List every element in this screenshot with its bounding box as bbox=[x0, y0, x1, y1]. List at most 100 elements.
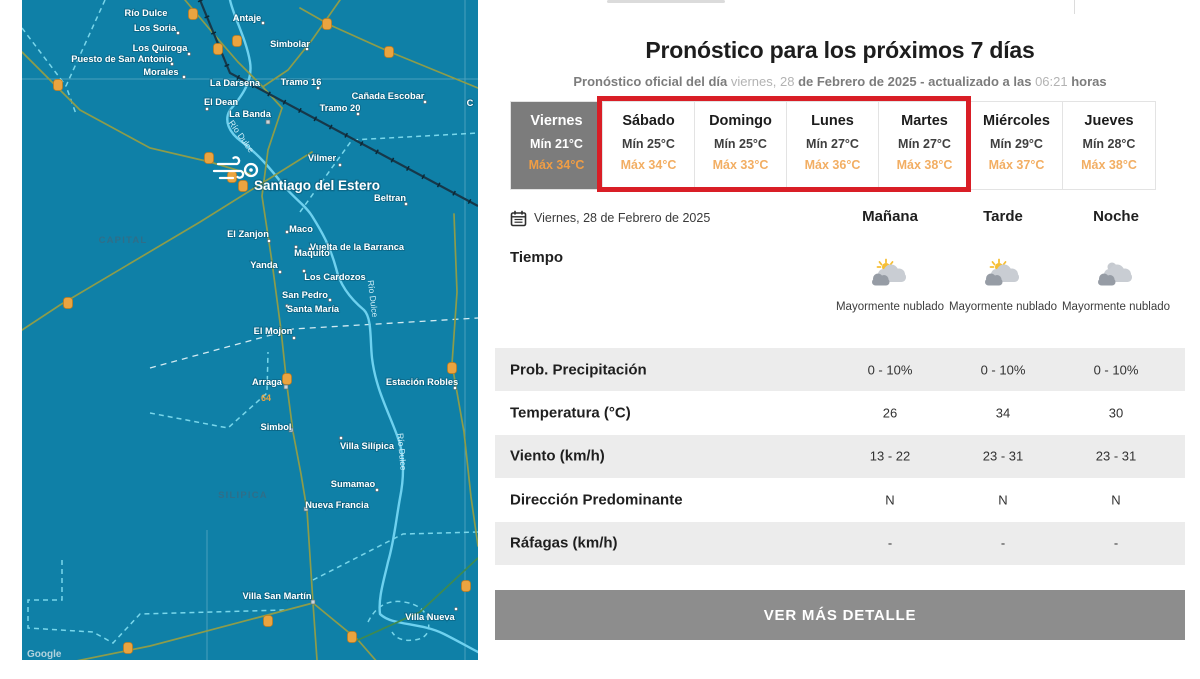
day-tab-max-temp: Máx 38°C bbox=[896, 158, 953, 172]
day-tab-name: Lunes bbox=[811, 113, 854, 129]
day-tab-min-temp: Mín 27°C bbox=[806, 137, 859, 151]
day-tab-viernes[interactable]: Viernes Mín 21°C Máx 34°C bbox=[511, 102, 603, 189]
weather-row-label: Tiempo bbox=[510, 249, 564, 266]
row-value: N bbox=[885, 492, 895, 508]
day-tab-max-temp: Máx 34°C bbox=[528, 158, 585, 172]
day-tab-name: Sábado bbox=[622, 113, 675, 129]
map-place-labels: Río Dulce Los Soria Antaje Simbolar Los Quir… bbox=[70, 7, 474, 623]
map-city-label: Santiago del Estero bbox=[254, 178, 380, 193]
map-water-background bbox=[22, 0, 478, 660]
svg-text:La Darsena: La Darsena bbox=[210, 78, 261, 88]
svg-text:Los Cardozos: Los Cardozos bbox=[304, 272, 365, 282]
svg-text:Arraga: Arraga bbox=[252, 377, 283, 387]
svg-text:Yanda: Yanda bbox=[250, 260, 278, 270]
subtitle-segment: de Febrero bbox=[798, 74, 869, 89]
svg-text:Sumamao: Sumamao bbox=[331, 479, 376, 489]
day-tab-sábado[interactable]: Sábado Mín 25°C Máx 34°C bbox=[603, 102, 695, 189]
map-layers: 64 Río Dulce Los Soria Antaje Simbolar Los Qu… bbox=[22, 0, 478, 660]
forecast-table: Prob. Precipitación 0 - 10% 0 - 10% 0 - 10… bbox=[495, 348, 1185, 565]
condition-text: Mayormente nublado bbox=[1061, 301, 1171, 313]
forecast-table-row: Ráfagas (km/h) - - - bbox=[495, 521, 1185, 565]
row-label: Viento (km/h) bbox=[510, 447, 605, 465]
row-label: Prob. Precipitación bbox=[510, 361, 647, 379]
svg-text:Cañada Escobar: Cañada Escobar bbox=[352, 91, 425, 101]
svg-text:Villa Silípica: Villa Silípica bbox=[340, 441, 395, 451]
day-tab-miércoles[interactable]: Miércoles Mín 29°C Máx 37°C bbox=[971, 102, 1063, 189]
subtitle-segment: 06:21 bbox=[1035, 74, 1072, 89]
svg-text:Santa María: Santa María bbox=[287, 304, 340, 314]
row-value: 26 bbox=[882, 405, 898, 421]
forecast-table-row: Dirección Predominante N N N bbox=[495, 478, 1185, 521]
subtitle-segment: actualizado a las bbox=[928, 74, 1036, 89]
row-value: - bbox=[887, 535, 893, 551]
condition-text: Mayormente nublado bbox=[835, 301, 945, 313]
map-river bbox=[226, 0, 478, 654]
svg-text:Nueva Francia: Nueva Francia bbox=[305, 500, 369, 510]
svg-text:La Banda: La Banda bbox=[229, 109, 272, 119]
condition-text: Mayormente nublado bbox=[948, 301, 1058, 313]
day-tab-jueves[interactable]: Jueves Mín 28°C Máx 38°C bbox=[1063, 102, 1155, 189]
svg-text:Tramo 20: Tramo 20 bbox=[320, 103, 361, 113]
subtitle-segment: horas bbox=[1071, 74, 1107, 89]
svg-text:Maquito: Maquito bbox=[294, 248, 330, 258]
selected-date-row: Viernes, 28 de Febrero de 2025 bbox=[510, 207, 710, 229]
svg-text:El Zanjon: El Zanjon bbox=[227, 229, 269, 239]
forecast-subtitle: Pronóstico oficial del día viernes, 28 d… bbox=[495, 74, 1185, 89]
svg-text:Beltran: Beltran bbox=[374, 193, 406, 203]
calendar-icon bbox=[510, 210, 527, 226]
cloud-icon bbox=[1098, 262, 1132, 286]
row-value: 30 bbox=[1108, 405, 1124, 421]
svg-text:Puesto de San Antonio: Puesto de San Antonio bbox=[71, 54, 173, 64]
day-tab-min-temp: Mín 25°C bbox=[622, 137, 675, 151]
row-value: - bbox=[1113, 535, 1119, 551]
map-department-label: SILIPICA bbox=[218, 490, 268, 501]
svg-text:Maco: Maco bbox=[289, 224, 313, 234]
svg-text:Los Quiroga: Los Quiroga bbox=[133, 43, 189, 53]
row-label: Temperatura (°C) bbox=[510, 404, 631, 422]
day-tab-max-temp: Máx 36°C bbox=[804, 158, 861, 172]
forecast-table-row: Viento (km/h) 13 - 22 23 - 31 23 - 31 bbox=[495, 434, 1185, 479]
map-river-label: Río Dulce bbox=[366, 280, 381, 319]
svg-text:Morales: Morales bbox=[143, 67, 178, 77]
svg-text:Río Dulce: Río Dulce bbox=[125, 8, 168, 18]
svg-text:64: 64 bbox=[261, 393, 271, 403]
subtitle-segment: de 2025 - bbox=[868, 74, 929, 89]
row-value: 23 - 31 bbox=[982, 448, 1024, 464]
day-tab-max-temp: Máx 33°C bbox=[712, 158, 769, 172]
cropped-content-remnant bbox=[1074, 0, 1075, 14]
day-tab-min-temp: Mín 28°C bbox=[1082, 137, 1136, 151]
period-header-noche: Noche bbox=[1093, 208, 1139, 225]
condition-cell: Mayormente nublado bbox=[943, 258, 1063, 315]
cloud-sun-icon bbox=[985, 258, 1019, 286]
selected-date-label: Viernes, 28 de Febrero de 2025 bbox=[534, 211, 711, 225]
day-tab-martes[interactable]: Martes Mín 27°C Máx 38°C bbox=[879, 102, 971, 189]
day-tab-min-temp: Mín 21°C bbox=[530, 137, 583, 151]
row-label: Dirección Predominante bbox=[510, 491, 683, 509]
row-value: 0 - 10% bbox=[1093, 362, 1139, 378]
svg-text:El Dean: El Dean bbox=[204, 97, 238, 107]
day-tab-lunes[interactable]: Lunes Mín 27°C Máx 36°C bbox=[787, 102, 879, 189]
day-tab-min-temp: Mín 27°C bbox=[898, 137, 951, 151]
day-tab-domingo[interactable]: Domingo Mín 25°C Máx 33°C bbox=[695, 102, 787, 189]
condition-cell: Mayormente nublado bbox=[830, 258, 950, 315]
forecast-table-row: Prob. Precipitación 0 - 10% 0 - 10% 0 - 10… bbox=[495, 348, 1185, 392]
day-tab-min-temp: Mín 29°C bbox=[990, 137, 1043, 151]
map-canvas[interactable]: 64 Río Dulce Los Soria Antaje Simbolar Los Qu… bbox=[0, 0, 478, 679]
forecast-panel: Pronóstico para los próximos 7 días Pron… bbox=[495, 0, 1185, 679]
map-department-boundaries bbox=[22, 0, 478, 644]
map-river-label: Río Dulce bbox=[395, 433, 408, 471]
subtitle-segment: Pronóstico oficial del día bbox=[573, 74, 731, 89]
day-tab-name: Domingo bbox=[709, 113, 772, 129]
row-value: 23 - 31 bbox=[1095, 448, 1137, 464]
day-tab-name: Miércoles bbox=[983, 113, 1050, 129]
row-value: N bbox=[998, 492, 1008, 508]
forecast-table-row: Temperatura (°C) 26 34 30 bbox=[495, 391, 1185, 434]
row-value: 0 - 10% bbox=[980, 362, 1026, 378]
day-tab-strip: Viernes Mín 21°C Máx 34°C Sábado Mín 25°… bbox=[510, 101, 1156, 190]
svg-text:Villa Nueva: Villa Nueva bbox=[405, 612, 455, 622]
svg-text:Los Soria: Los Soria bbox=[134, 23, 177, 33]
svg-text:Vuelta de la Barranca: Vuelta de la Barranca bbox=[310, 242, 405, 252]
see-more-detail-button[interactable]: VER MÁS DETALLE bbox=[495, 590, 1185, 640]
subtitle-segment: viernes, 28 bbox=[730, 74, 799, 89]
map-railway bbox=[198, 0, 478, 207]
